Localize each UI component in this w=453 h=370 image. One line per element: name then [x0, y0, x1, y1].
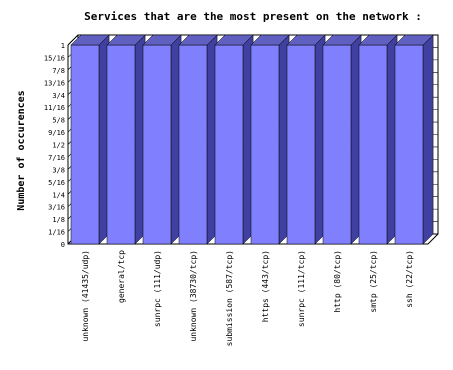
y-tick-labels: 0 1/16 1/8 3/16 1/4 5/16 3/8 7/16 1/2 9/16 5/8 11/1… — [44, 42, 65, 249]
y-tick-label: 1/2 — [52, 142, 65, 150]
y-tick-label: 7/8 — [52, 67, 65, 75]
bar-front — [250, 44, 280, 245]
x-tick-label: ssh (22/tcp) — [405, 250, 414, 308]
bar — [286, 34, 326, 245]
y-tick-label: 0 — [61, 241, 65, 249]
x-tick-label: sunrpc (111/udp) — [153, 250, 162, 327]
x-tick-label: general/tcp — [117, 250, 126, 303]
y-tick-label: 1/8 — [52, 216, 65, 224]
bar-side — [422, 34, 434, 245]
bar-front — [286, 44, 316, 245]
bar — [358, 34, 398, 245]
bar — [70, 34, 110, 245]
bar-front — [322, 44, 352, 245]
bars — [70, 34, 434, 245]
y-tick-label: 9/16 — [48, 129, 65, 137]
x-tick-label: unknown (41435/udp) — [81, 250, 90, 342]
bar-top — [70, 34, 110, 46]
bar-front — [70, 44, 100, 245]
y-tick-label: 11/16 — [44, 104, 65, 112]
chart-title: Services that are the most present on th… — [84, 10, 422, 23]
bar-front — [106, 44, 136, 245]
bar-top — [142, 34, 182, 46]
bar-top — [358, 34, 398, 46]
y-tick-label: 1/16 — [48, 229, 65, 237]
y-tick-label: 1 — [61, 42, 65, 50]
y-tick-label: 3/16 — [48, 204, 65, 212]
bar — [322, 34, 362, 245]
bar-top — [394, 34, 434, 46]
y-tick-label: 5/8 — [52, 117, 65, 125]
x-tick-label: unknown (38730/tcp) — [189, 250, 198, 342]
bar-top — [322, 34, 362, 46]
bar — [142, 34, 182, 245]
y-tick-label: 15/16 — [44, 54, 65, 62]
x-tick-label: sunrpc (111/tcp) — [297, 250, 306, 327]
bar-top — [250, 34, 290, 46]
bar-front — [178, 44, 208, 245]
bar-front — [394, 44, 424, 245]
y-tick-label: 7/16 — [48, 154, 65, 162]
bar-top — [286, 34, 326, 46]
bar-top — [106, 34, 146, 46]
bar-top — [214, 34, 254, 46]
x-tick-label: http (80/tcp) — [333, 250, 342, 313]
bar — [394, 34, 434, 245]
grid-line-diag — [67, 34, 79, 46]
y-tick-label: 5/16 — [48, 179, 65, 187]
bar-front — [214, 44, 244, 245]
bar — [250, 34, 290, 245]
x-tick-label: https (443/tcp) — [261, 250, 270, 322]
bar — [178, 34, 218, 245]
bar-front — [142, 44, 172, 245]
y-tick-label: 1/4 — [52, 191, 65, 199]
x-tick-label: submission (587/tcp) — [225, 250, 234, 346]
y-tick-label: 13/16 — [44, 79, 65, 87]
bar — [214, 34, 254, 245]
bar — [106, 34, 146, 245]
y-tick-label: 3/4 — [52, 92, 65, 100]
y-tick-label: 3/8 — [52, 166, 65, 174]
y-axis-label: Number of occurences — [16, 90, 27, 210]
bar-top — [178, 34, 218, 46]
x-tick-label: smtp (25/tcp) — [369, 250, 378, 313]
x-tick-labels: unknown (41435/udp) general/tcp sunrpc (11… — [81, 250, 414, 347]
bar-front — [358, 44, 388, 245]
